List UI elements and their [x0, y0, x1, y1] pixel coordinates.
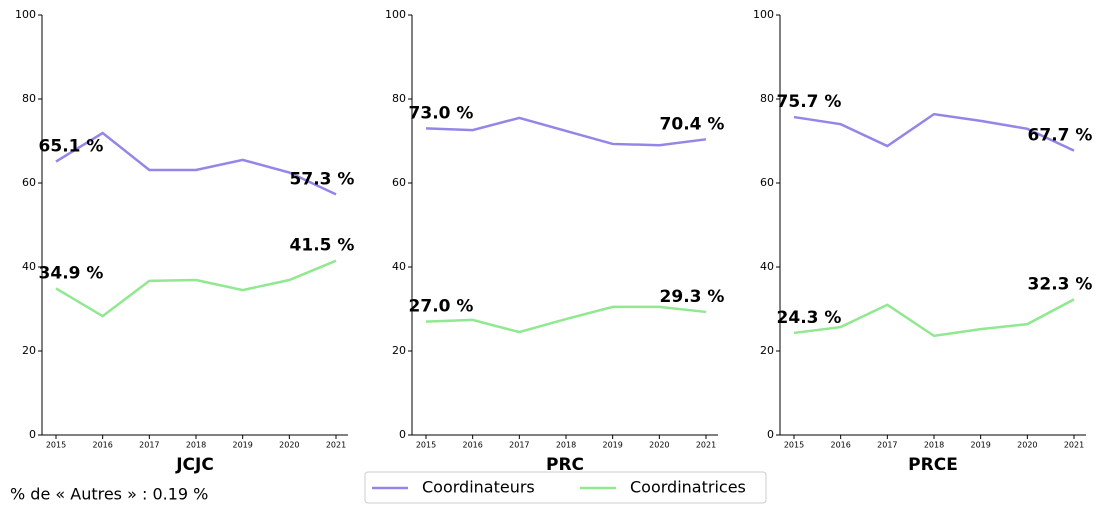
x-tick-label: 2018: [186, 441, 206, 450]
x-tick-label: 2020: [649, 441, 669, 450]
y-tick-label: 40: [22, 260, 36, 273]
x-tick-label: 2021: [1064, 441, 1084, 450]
y-tick-label: 0: [767, 428, 774, 441]
y-tick-label: 20: [392, 344, 406, 357]
x-tick-label: 2019: [970, 441, 990, 450]
x-tick-label: 2019: [232, 441, 252, 450]
x-tick-label: 2017: [139, 441, 159, 450]
legend-box: [364, 471, 767, 504]
y-tick-label: 80: [392, 92, 406, 105]
x-tick-label: 2016: [830, 441, 850, 450]
data-label: 57.3 %: [290, 169, 355, 189]
x-tick-label: 2018: [556, 441, 576, 450]
series-line: [793, 298, 1075, 338]
x-tick-label: 2017: [509, 441, 529, 450]
data-label: 24.3 %: [777, 308, 842, 328]
y-tick-label: 0: [399, 428, 406, 441]
data-label: 41.5 %: [290, 236, 355, 256]
x-tick-label: 2018: [924, 441, 944, 450]
data-label: 34.9 %: [39, 263, 104, 283]
y-tick-label: 100: [385, 8, 406, 21]
x-tick-label: 2017: [877, 441, 897, 450]
series-line: [55, 259, 337, 318]
data-label: 73.0 %: [409, 103, 474, 123]
x-tick-label: 2020: [1017, 441, 1037, 450]
y-tick-label: 80: [760, 92, 774, 105]
x-tick-label: 2021: [326, 441, 346, 450]
x-tick-label: 2015: [46, 441, 66, 450]
x-tick-label: 2016: [462, 441, 482, 450]
data-label: 65.1 %: [39, 137, 104, 157]
y-tick-label: 60: [760, 176, 774, 189]
y-tick-label: 100: [753, 8, 774, 21]
data-label: 70.4 %: [660, 114, 725, 134]
data-label: 27.0 %: [409, 297, 474, 317]
footnote: % de « Autres » : 0.19 %: [10, 485, 208, 504]
x-tick-label: 2020: [279, 441, 299, 450]
legend-label: Coordinatrices: [630, 478, 746, 497]
y-tick-label: 80: [22, 92, 36, 105]
x-tick-label: 2021: [696, 441, 716, 450]
y-tick-label: 20: [22, 344, 36, 357]
y-tick-label: 0: [29, 428, 36, 441]
y-tick-label: 60: [392, 176, 406, 189]
x-tick-label: 2015: [784, 441, 804, 450]
y-tick-label: 40: [392, 260, 406, 273]
data-label: 32.3 %: [1028, 274, 1093, 294]
chart-title: PRCE: [908, 455, 958, 475]
legend-label: Coordinateurs: [422, 478, 535, 497]
series-line: [55, 131, 337, 196]
series-line: [425, 305, 707, 334]
chart-title: PRC: [546, 455, 584, 475]
x-tick-label: 2015: [416, 441, 436, 450]
y-tick-label: 20: [760, 344, 774, 357]
chart-title: JCJC: [175, 455, 214, 475]
x-tick-label: 2019: [602, 441, 622, 450]
series-line: [793, 112, 1075, 152]
x-tick-label: 2016: [92, 441, 112, 450]
data-label: 75.7 %: [777, 92, 842, 112]
data-label: 29.3 %: [660, 287, 725, 307]
y-tick-label: 60: [22, 176, 36, 189]
y-tick-label: 100: [15, 8, 36, 21]
series-line: [425, 116, 707, 147]
data-label: 67.7 %: [1028, 126, 1093, 146]
y-tick-label: 40: [760, 260, 774, 273]
